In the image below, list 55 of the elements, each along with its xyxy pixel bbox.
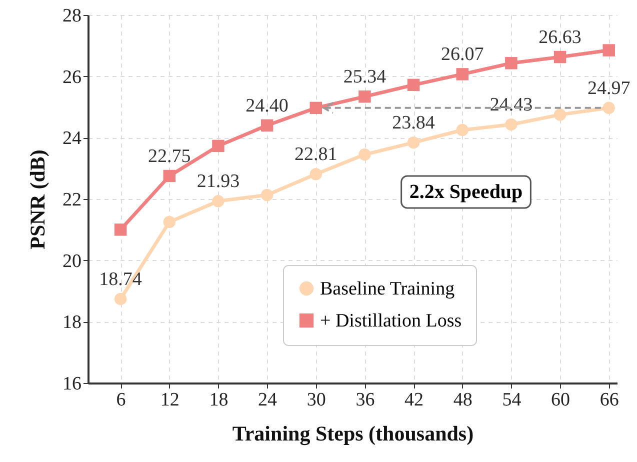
data-label: 22.81 [294,144,338,166]
point [554,50,566,64]
point [310,168,322,180]
x-tick-label: 30 [306,390,326,410]
data-label: 24.40 [246,95,288,116]
x-tick-label: 54 [502,390,522,410]
annotation: 2.2x Speedup [409,181,523,203]
data-label: 22.75 [148,146,191,167]
point [505,118,518,131]
point [310,102,322,114]
x-tick-label: 12 [160,390,180,410]
point [114,224,127,236]
point [602,44,615,56]
y-tick-label: 26 [62,66,82,88]
point [260,188,274,202]
y-tick-label: 18 [62,312,82,334]
data-label: 26.07 [440,44,484,66]
data-label: 24.97 [587,78,630,99]
point [407,78,420,92]
point [114,292,127,306]
point [456,124,468,136]
point [260,119,274,132]
y-tick-label: 22 [62,190,82,210]
data-label: 18.74 [99,268,142,290]
y-axis-title: PSNR (dB) [26,150,50,250]
x-tick-label: 66 [600,390,619,410]
point [505,57,518,70]
point [554,108,566,121]
x-tick-label: 48 [453,390,472,410]
data-label: 26.63 [538,27,582,48]
point [602,102,615,114]
x-tick-label: 24 [258,390,278,410]
data-label: 25.34 [343,66,387,88]
x-tick-label: 36 [356,390,375,410]
y-tick-label: 24 [62,128,82,150]
point [212,140,224,152]
x-tick-label: 42 [404,390,424,410]
x-tick-label: 60 [551,390,570,410]
point [212,195,224,208]
y-tick-label: 16 [62,374,82,394]
point [358,90,371,103]
point [358,148,371,161]
data-label: 23.84 [392,112,436,134]
y-tick-label: 20 [62,250,82,272]
x-axis-title: Training Steps (thousands) [232,422,474,446]
legend-label: Baseline Training [320,278,456,300]
point [407,136,420,149]
y-tick-label: 28 [62,6,82,26]
data-label: 21.93 [196,171,240,192]
point [163,216,176,228]
x-tick-label: 6 [116,390,126,410]
point [456,68,468,80]
point [163,170,176,182]
x-tick-label: 18 [209,390,228,410]
legend-label: + Distillation Loss [320,310,462,332]
